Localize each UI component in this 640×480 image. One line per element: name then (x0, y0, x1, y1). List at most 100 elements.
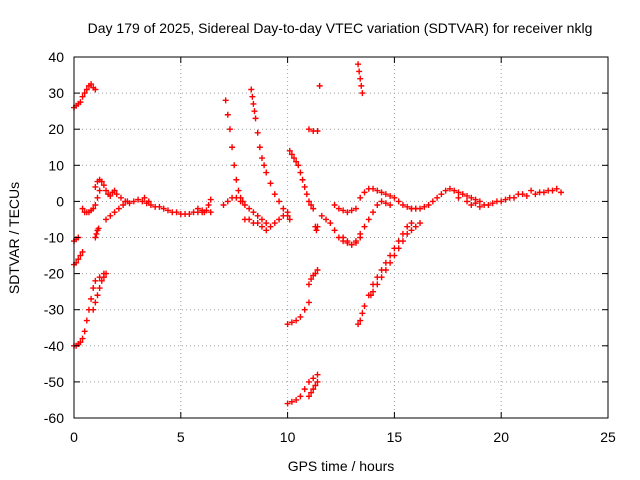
series-arc-3h-pts (141, 194, 208, 216)
x-tick-label: 0 (70, 429, 78, 445)
data-point (370, 185, 377, 192)
data-point (297, 313, 304, 320)
data-point (399, 238, 406, 245)
data-point (305, 393, 312, 400)
data-point (387, 202, 394, 209)
data-point (382, 266, 389, 273)
series-arc-minus11 (71, 234, 82, 245)
data-point (464, 198, 471, 205)
data-point (312, 382, 319, 389)
data-point (356, 68, 363, 75)
y-tick-label: 10 (48, 157, 64, 173)
data-point (374, 281, 381, 288)
data-point (412, 223, 419, 230)
data-point (194, 205, 201, 212)
series-arc-12h-mid (331, 202, 359, 216)
x-tick-label: 5 (177, 429, 185, 445)
y-tick-label: -60 (44, 410, 64, 426)
data-point (111, 209, 118, 216)
series-arc-10h-low (284, 299, 312, 328)
data-point (79, 205, 86, 212)
data-point (367, 292, 374, 299)
data-point (220, 202, 227, 209)
data-point (464, 192, 471, 199)
data-point (301, 306, 308, 313)
data-point (90, 205, 97, 212)
series-arc-small-1.5h (103, 198, 131, 223)
data-point (387, 192, 394, 199)
series-arc-16-19h (408, 185, 483, 212)
data-point (224, 198, 231, 205)
data-point (429, 198, 436, 205)
data-point (374, 202, 381, 209)
x-tick-label: 15 (387, 429, 403, 445)
data-point (417, 220, 424, 227)
data-point (357, 194, 364, 201)
data-point (391, 252, 398, 259)
data-point (233, 194, 240, 201)
data-points (71, 61, 565, 407)
data-point (519, 191, 526, 198)
data-point (79, 335, 86, 342)
data-point (251, 108, 258, 115)
data-point (314, 128, 321, 135)
data-point (348, 207, 355, 214)
series-arc-spike-7h (222, 97, 270, 227)
series-arc-low-early-2 (90, 270, 110, 313)
data-point (312, 270, 319, 277)
data-point (308, 202, 315, 209)
y-tick-label: -40 (44, 338, 64, 354)
series-arc-11h-low (305, 266, 321, 288)
data-point (98, 277, 105, 284)
data-point (331, 227, 338, 234)
data-point (378, 274, 385, 281)
data-point (355, 61, 362, 68)
data-point (222, 97, 229, 104)
axis-ticks: 0 5 10 15 20 25 -60 -50 -40 -30 -20 -10 0 10 20 30 40 (44, 49, 616, 445)
data-point (399, 202, 406, 209)
data-point (357, 317, 364, 324)
y-tick-label: 0 (56, 193, 64, 209)
series-arc-minus17 (71, 248, 86, 268)
data-point (446, 185, 453, 192)
data-point (90, 285, 97, 292)
data-point (378, 198, 385, 205)
data-point (293, 158, 300, 165)
data-point (297, 169, 304, 176)
data-point (532, 191, 539, 198)
data-point (207, 209, 214, 216)
data-point (293, 396, 300, 403)
data-point (305, 378, 312, 385)
data-point (280, 212, 287, 219)
data-point (261, 162, 268, 169)
data-point (545, 187, 552, 194)
data-point (511, 194, 518, 201)
data-point (476, 203, 483, 210)
series-arc-55 (284, 371, 321, 407)
data-point (103, 216, 110, 223)
data-point (395, 245, 402, 252)
data-point (404, 230, 411, 237)
data-point (83, 317, 90, 324)
series-arc-8to10 (220, 194, 293, 234)
data-point (468, 194, 475, 201)
data-point (258, 216, 265, 223)
data-point (83, 86, 90, 93)
series-arc-6h-isolated (205, 196, 214, 209)
data-point (299, 176, 306, 183)
data-point (293, 317, 300, 324)
data-point (391, 194, 398, 201)
data-point (92, 299, 99, 306)
data-point (314, 266, 321, 273)
data-point (250, 100, 257, 107)
data-point (288, 319, 295, 326)
data-point (553, 185, 560, 192)
data-point (361, 223, 368, 230)
data-point (79, 248, 86, 255)
data-point (263, 220, 270, 227)
data-point (301, 183, 308, 190)
data-point (395, 198, 402, 205)
data-point (365, 216, 372, 223)
data-point (387, 259, 394, 266)
